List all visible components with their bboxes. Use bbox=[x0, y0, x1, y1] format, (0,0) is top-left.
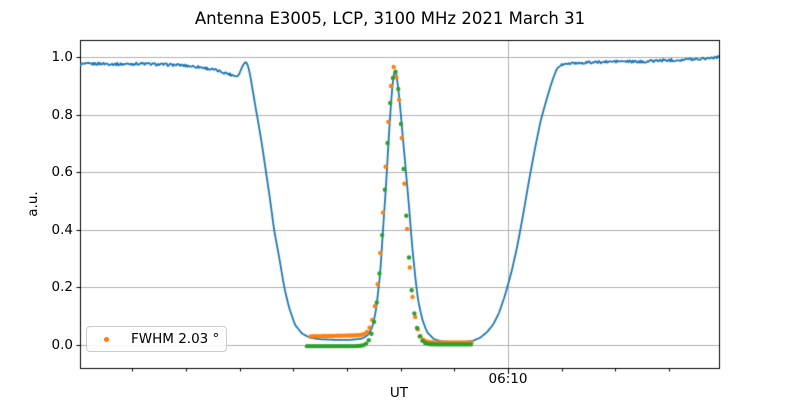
y-tick-label-1.0: 1.0 bbox=[51, 49, 73, 65]
y-axis-label: a.u. bbox=[25, 191, 41, 217]
legend: FWHM 2.03 ° bbox=[86, 326, 227, 352]
legend-label: FWHM 2.03 ° bbox=[131, 331, 220, 347]
chart-title: Antenna E3005, LCP, 3100 MHz 2021 March … bbox=[194, 9, 586, 28]
x-tick-label-0610: 06:10 bbox=[488, 371, 528, 387]
y-tick-label-0.6: 0.6 bbox=[51, 164, 73, 180]
y-tick-label-0.8: 0.8 bbox=[51, 107, 73, 123]
y-tick-label-0.0: 0.0 bbox=[51, 337, 73, 353]
x-axis-label: UT bbox=[389, 385, 409, 400]
y-tick-label-0.2: 0.2 bbox=[51, 279, 73, 295]
legend-marker-dot-icon bbox=[104, 336, 109, 342]
y-tick-label-0.4: 0.4 bbox=[51, 222, 73, 238]
